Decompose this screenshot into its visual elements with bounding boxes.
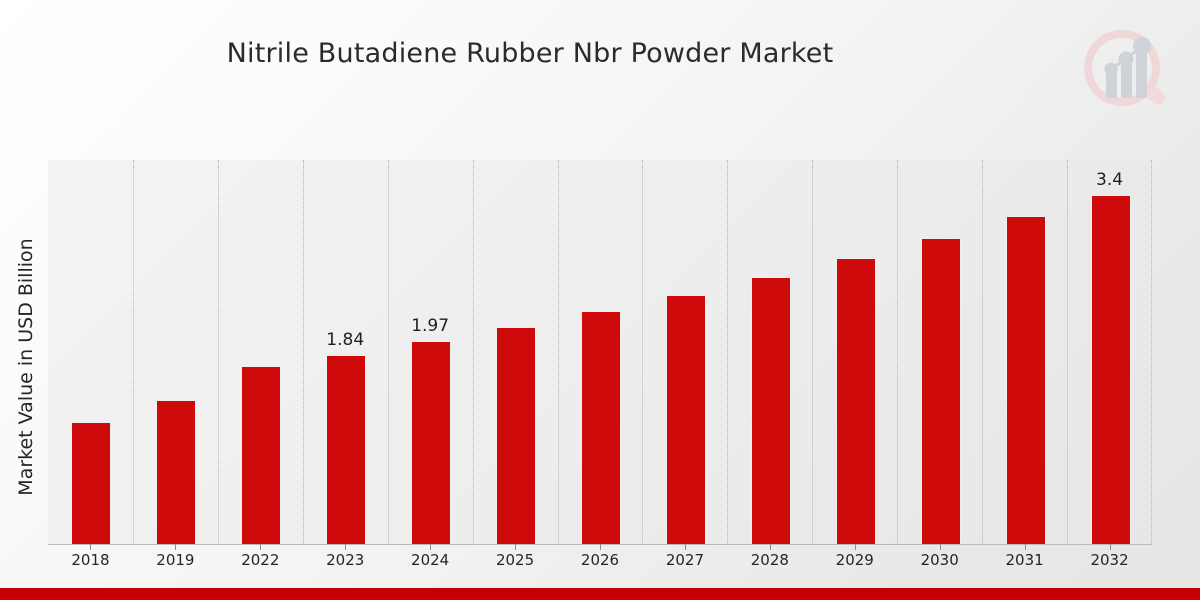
x-tick-2031 [1024, 544, 1026, 550]
x-axis-label-2023: 2023 [326, 551, 365, 569]
gridline [557, 160, 559, 544]
x-tick-2024 [430, 544, 432, 550]
x-tick-2019 [175, 544, 177, 550]
bar-2026[interactable] [581, 311, 621, 544]
bar-2022[interactable] [241, 366, 282, 544]
gridline [812, 160, 814, 544]
x-tick-2028 [769, 544, 771, 550]
x-axis-label-2028: 2028 [750, 551, 789, 569]
x-axis-label-2026: 2026 [580, 551, 620, 569]
bar-value-label-2023: 1.84 [326, 330, 365, 350]
x-tick-2029 [854, 544, 856, 550]
bar-value-label-2024: 1.97 [411, 316, 450, 336]
x-axis-label-2025: 2025 [495, 551, 535, 569]
bar-2019[interactable] [156, 400, 197, 544]
gridline [1151, 160, 1152, 544]
bar-2025[interactable] [496, 327, 537, 544]
x-axis-label-2030: 2030 [920, 551, 959, 569]
x-tick-2022 [260, 544, 262, 550]
page-title: Nitrile Butadiene Rubber Nbr Powder Mark… [226, 38, 834, 69]
bar-2029[interactable] [835, 258, 876, 544]
bar-value-label-2032: 3.4 [1096, 170, 1124, 190]
gridline [132, 160, 134, 544]
bar-2030[interactable] [920, 238, 961, 544]
gridline [982, 160, 984, 544]
gridline [217, 160, 219, 544]
x-axis-label-2027: 2027 [665, 551, 705, 569]
gridline [302, 160, 304, 544]
x-axis-label-2031: 2031 [1005, 551, 1044, 569]
gridline [897, 160, 899, 544]
bar-2028[interactable] [750, 277, 791, 544]
market-research-magnifier-logo [1074, 22, 1178, 126]
x-axis-label-2018: 2018 [71, 551, 110, 569]
bar-2018[interactable] [71, 422, 112, 544]
x-axis-label-2029: 2029 [835, 551, 874, 569]
bar-2031[interactable] [1005, 216, 1046, 544]
bar-2027[interactable] [665, 295, 706, 544]
x-tick-2027 [684, 544, 686, 550]
bar-2023[interactable] [326, 355, 367, 544]
gridline [642, 160, 644, 544]
bar-2024[interactable] [411, 341, 452, 544]
magnifier-icon [1084, 30, 1165, 106]
gridline [727, 160, 729, 544]
x-tick-2025 [515, 544, 517, 550]
x-tick-2032 [1109, 544, 1111, 550]
x-tick-2023 [345, 544, 347, 550]
y-axis-label: Market Value in USD Billion [15, 238, 37, 496]
x-tick-2030 [939, 544, 941, 550]
x-tick-2018 [90, 544, 92, 550]
x-axis-label-2024: 2024 [411, 551, 450, 569]
x-axis-label-2019: 2019 [156, 551, 195, 569]
gridline [472, 160, 474, 544]
bar-2032[interactable] [1090, 195, 1131, 544]
gridline [387, 160, 389, 544]
footer-accent-band [0, 588, 1200, 600]
gridline [1067, 160, 1069, 544]
x-axis-label-2032: 2032 [1090, 551, 1129, 569]
x-tick-2026 [600, 544, 601, 550]
x-axis-label-2022: 2022 [241, 551, 280, 569]
plot-area [48, 160, 1152, 545]
